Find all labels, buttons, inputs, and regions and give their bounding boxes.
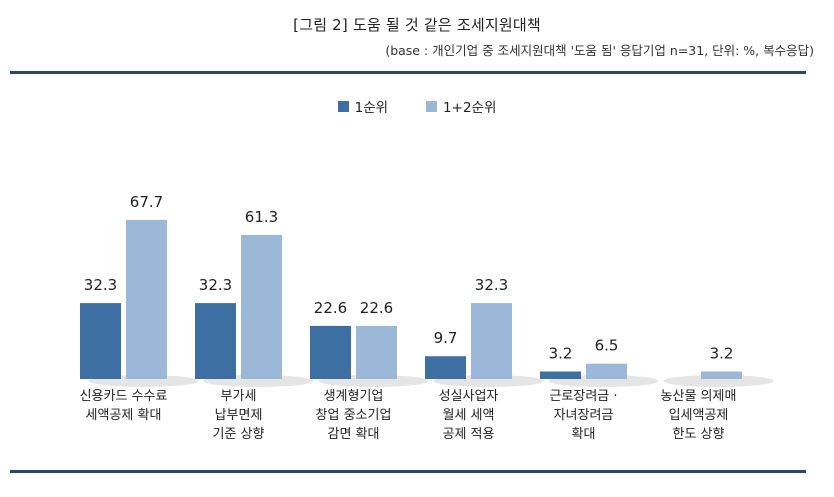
legend-item-series-1: 1순위 — [337, 96, 389, 116]
legend-swatch-series-2 — [426, 100, 438, 112]
category-label-5-line-1: 근로장려금 · — [549, 389, 617, 404]
data-label-series-2-1: 67.7 — [130, 193, 163, 211]
bar-series-2-6 — [701, 371, 742, 379]
category-label-4-line-1: 성실사업자 — [439, 389, 499, 404]
bar-series-2-4 — [471, 303, 512, 379]
bar-series-2-5 — [586, 363, 627, 379]
figure-subtitle: (base : 개인기업 중 조세지원대책 '도움 됨' 응답기업 n=31, … — [385, 43, 814, 58]
figure-title: [그림 2] 도움 될 것 같은 조세지원대책 — [293, 16, 541, 34]
bar-series-1-3 — [310, 325, 351, 379]
category-label-4-line-3: 공제 적용 — [443, 427, 495, 442]
category-label-2-line-2: 납부면제 — [215, 408, 263, 423]
bar-series-2-3 — [356, 325, 397, 379]
bar-series-1-5 — [540, 371, 581, 379]
category-label-6-line-2: 입세액공제 — [669, 408, 729, 423]
data-label-series-1-4: 9.7 — [434, 329, 458, 347]
data-label-series-2-6: 3.2 — [710, 344, 734, 362]
data-label-series-2-5: 6.5 — [595, 337, 619, 355]
category-label-2-line-3: 기준 상향 — [213, 427, 265, 442]
data-label-series-1-3: 22.6 — [314, 299, 347, 317]
bottom-rule — [10, 470, 806, 473]
category-label-5-line-3: 확대 — [572, 427, 596, 442]
category-label-3-line-3: 감면 확대 — [328, 427, 380, 442]
bar-series-1-1 — [80, 303, 121, 379]
category-label-3-line-2: 창업 중소기업 — [316, 408, 392, 423]
data-label-series-2-3: 22.6 — [360, 299, 393, 317]
data-label-series-1-1: 32.3 — [84, 276, 117, 294]
category-label-5-line-2: 자녀장려금 — [554, 408, 614, 423]
data-label-series-2-4: 32.3 — [475, 276, 508, 294]
bar-series-1-4 — [425, 356, 466, 379]
category-label-2-line-1: 부가세 — [221, 389, 257, 404]
bar-series-1-2 — [195, 303, 236, 379]
category-label-6-line-1: 농산물 의제매 — [661, 389, 737, 404]
data-label-series-2-2: 61.3 — [245, 208, 278, 226]
top-rule — [10, 71, 806, 74]
legend-label-series-1: 1순위 — [354, 100, 389, 116]
bar-shadow — [663, 375, 774, 387]
category-label-4-line-2: 월세 세액 — [443, 408, 495, 423]
bar-series-2-1 — [126, 219, 167, 379]
category-label-1-line-2: 세액공제 확대 — [86, 408, 162, 423]
legend-swatch-series-1 — [337, 100, 349, 112]
legend-item-series-2: 1+2순위 — [426, 96, 496, 116]
data-label-series-1-5: 3.2 — [549, 344, 573, 362]
category-label-3-line-1: 생계형기업 — [324, 389, 384, 404]
bar-series-2-2 — [241, 234, 282, 379]
data-label-series-1-2: 32.3 — [199, 276, 232, 294]
category-label-1-line-1: 신용카드 수수료 — [80, 389, 168, 404]
legend: 1순위 1+2순위 — [0, 96, 834, 116]
category-label-6-line-3: 한도 상향 — [673, 427, 725, 442]
legend-label-series-2: 1+2순위 — [443, 100, 497, 116]
